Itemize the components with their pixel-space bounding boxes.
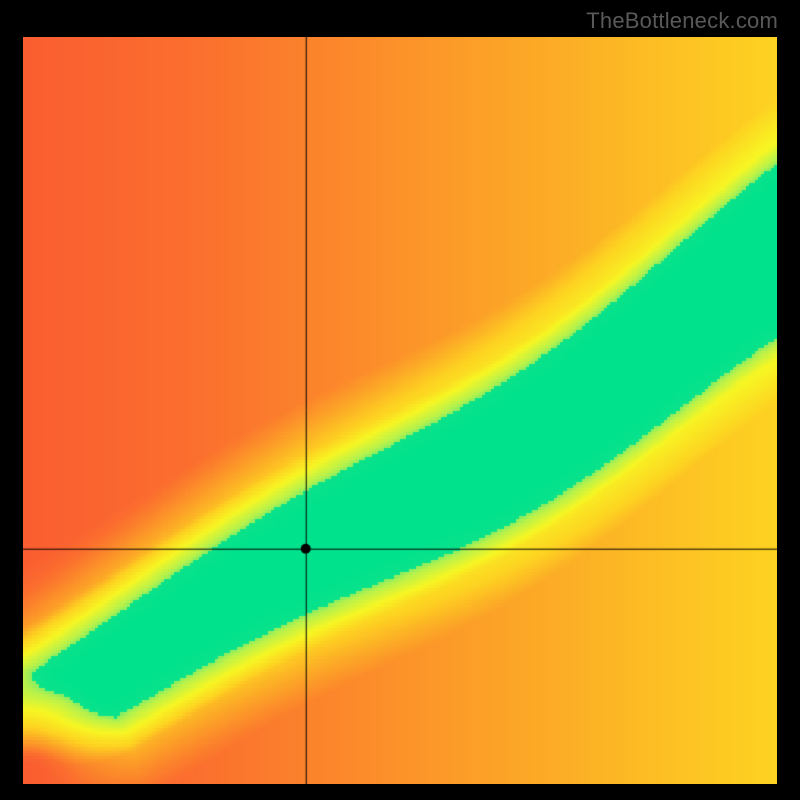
bottleneck-heatmap <box>23 37 777 784</box>
chart-container: TheBottleneck.com <box>0 0 800 800</box>
watermark-text: TheBottleneck.com <box>586 8 778 34</box>
